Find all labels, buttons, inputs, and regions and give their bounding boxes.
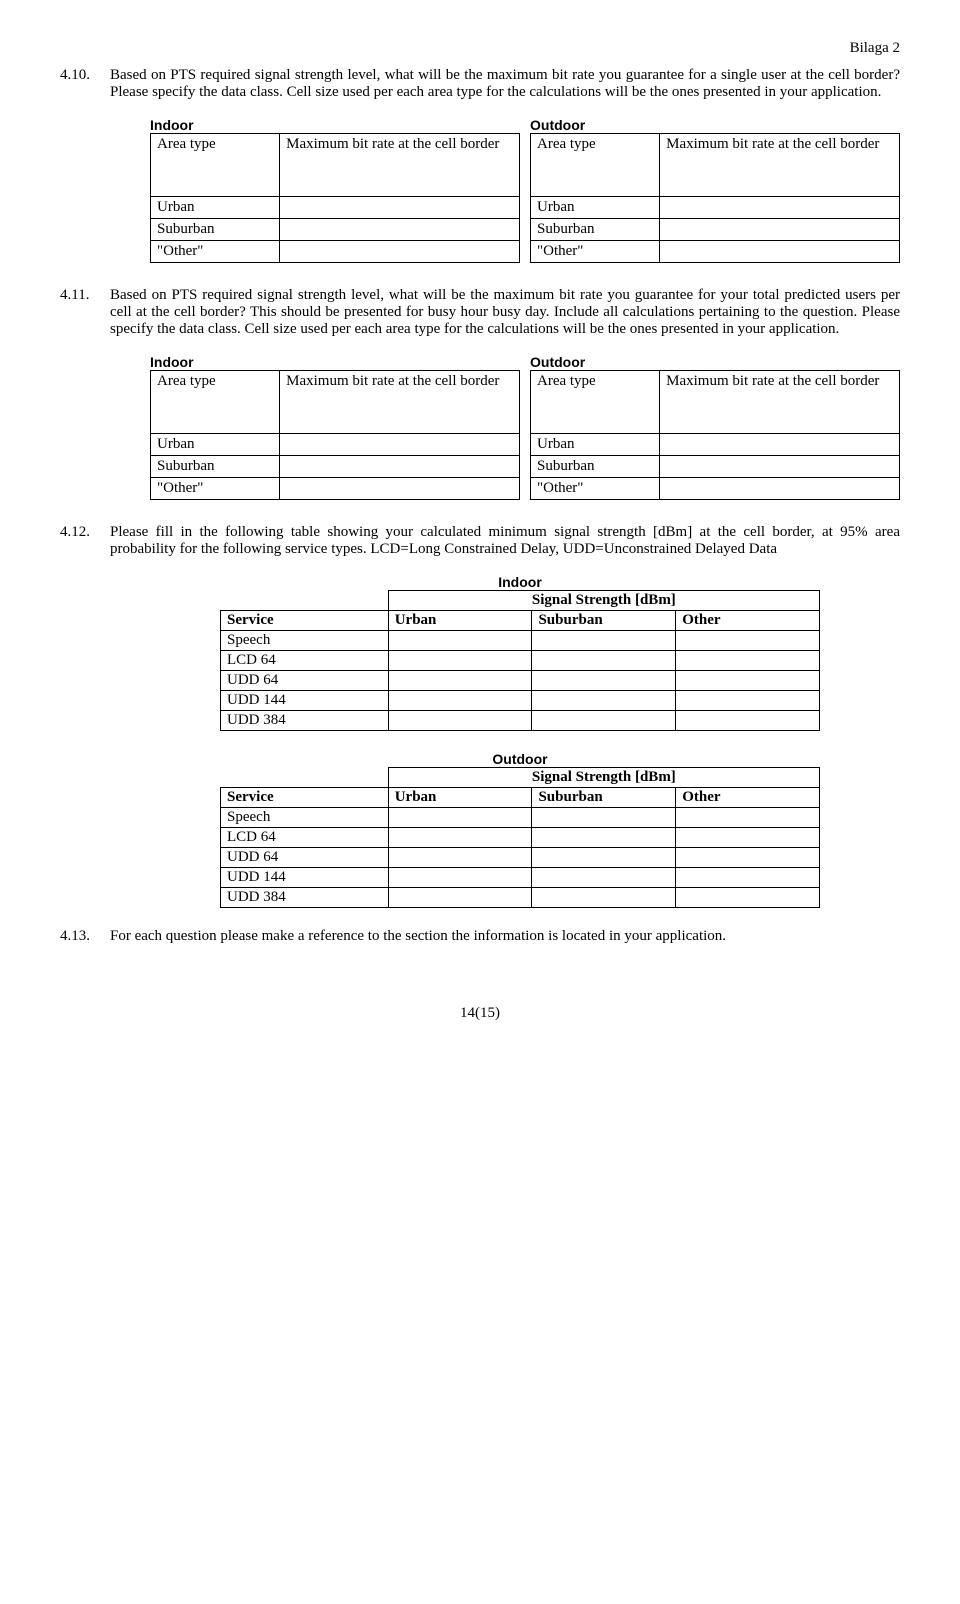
col-header: Urban — [388, 611, 532, 631]
outdoor-table: Area type Maximum bit rate at the cell b… — [530, 133, 900, 263]
col-header: Area type — [531, 371, 660, 434]
indoor-title: Indoor — [150, 354, 520, 370]
table-row: Suburban — [151, 219, 280, 241]
signal-indoor-title: Indoor — [220, 574, 820, 590]
question-number: 4.11. — [60, 287, 110, 304]
signal-outdoor-block: Outdoor Signal Strength [dBm] Service Ur… — [220, 751, 820, 908]
table-row: Speech — [221, 808, 389, 828]
table-row: Urban — [531, 434, 660, 456]
signal-outdoor-table: Signal Strength [dBm] Service Urban Subu… — [220, 767, 820, 908]
cell-empty — [221, 768, 389, 788]
question-4-11: 4.11. Based on PTS required signal stren… — [60, 287, 900, 338]
question-number: 4.13. — [60, 928, 110, 945]
col-header: Service — [221, 611, 389, 631]
question-text: Please fill in the following table showi… — [110, 524, 900, 558]
page-header-right: Bilaga 2 — [60, 40, 900, 57]
question-4-12: 4.12. Please fill in the following table… — [60, 524, 900, 558]
cell-empty — [280, 197, 520, 219]
table-row: "Other" — [531, 241, 660, 263]
outdoor-title: Outdoor — [530, 354, 900, 370]
table-row: "Other" — [151, 478, 280, 500]
question-text: For each question please make a referenc… — [110, 928, 900, 945]
cell-empty — [280, 219, 520, 241]
table-row: "Other" — [151, 241, 280, 263]
signal-outdoor-title: Outdoor — [220, 751, 820, 767]
signal-indoor-table: Signal Strength [dBm] Service Urban Subu… — [220, 590, 820, 731]
indoor-table: Area type Maximum bit rate at the cell b… — [150, 133, 520, 263]
col-header: Maximum bit rate at the cell border — [280, 371, 520, 434]
col-header: Urban — [388, 788, 532, 808]
table-row: Suburban — [151, 456, 280, 478]
outdoor-half: Outdoor Area type Maximum bit rate at th… — [530, 117, 900, 263]
col-header: Suburban — [532, 611, 676, 631]
table-row: UDD 144 — [221, 868, 389, 888]
table-row: UDD 144 — [221, 691, 389, 711]
question-4-10: 4.10. Based on PTS required signal stren… — [60, 67, 900, 101]
table-pair-1: Indoor Area type Maximum bit rate at the… — [150, 117, 900, 263]
table-row: UDD 384 — [221, 888, 389, 908]
col-header: Area type — [151, 134, 280, 197]
signal-indoor-block: Indoor Signal Strength [dBm] Service Urb… — [220, 574, 820, 731]
col-header: Maximum bit rate at the cell border — [660, 134, 900, 197]
col-header: Other — [676, 788, 820, 808]
outdoor-table: Area type Maximum bit rate at the cell b… — [530, 370, 900, 500]
outdoor-half: Outdoor Area type Maximum bit rate at th… — [530, 354, 900, 500]
table-row: LCD 64 — [221, 828, 389, 848]
indoor-title: Indoor — [150, 117, 520, 133]
table-row: Speech — [221, 631, 389, 651]
cell-empty — [280, 456, 520, 478]
cell-empty — [280, 478, 520, 500]
col-header: Area type — [531, 134, 660, 197]
cell-empty — [660, 197, 900, 219]
table-row: Suburban — [531, 456, 660, 478]
cell-empty — [280, 434, 520, 456]
cell-empty — [660, 478, 900, 500]
table-row: UDD 384 — [221, 711, 389, 731]
signal-span-header: Signal Strength [dBm] — [388, 591, 819, 611]
table-row: Urban — [151, 197, 280, 219]
indoor-half: Indoor Area type Maximum bit rate at the… — [150, 117, 520, 263]
table-pair-2: Indoor Area type Maximum bit rate at the… — [150, 354, 900, 500]
table-row: UDD 64 — [221, 671, 389, 691]
question-text: Based on PTS required signal strength le… — [110, 287, 900, 338]
indoor-table: Area type Maximum bit rate at the cell b… — [150, 370, 520, 500]
indoor-half: Indoor Area type Maximum bit rate at the… — [150, 354, 520, 500]
outdoor-title: Outdoor — [530, 117, 900, 133]
signal-span-header: Signal Strength [dBm] — [388, 768, 819, 788]
col-header: Suburban — [532, 788, 676, 808]
question-number: 4.12. — [60, 524, 110, 541]
cell-empty — [660, 456, 900, 478]
col-header: Maximum bit rate at the cell border — [660, 371, 900, 434]
table-row: Urban — [151, 434, 280, 456]
question-4-13: 4.13. For each question please make a re… — [60, 928, 900, 945]
table-row: "Other" — [531, 478, 660, 500]
cell-empty — [221, 591, 389, 611]
page-number: 14(15) — [60, 1005, 900, 1022]
cell-empty — [660, 434, 900, 456]
cell-empty — [660, 219, 900, 241]
table-row: Suburban — [531, 219, 660, 241]
col-header: Maximum bit rate at the cell border — [280, 134, 520, 197]
col-header: Other — [676, 611, 820, 631]
table-row: Urban — [531, 197, 660, 219]
table-row: UDD 64 — [221, 848, 389, 868]
cell-empty — [280, 241, 520, 263]
col-header: Area type — [151, 371, 280, 434]
question-number: 4.10. — [60, 67, 110, 84]
cell-empty — [660, 241, 900, 263]
col-header: Service — [221, 788, 389, 808]
table-row: LCD 64 — [221, 651, 389, 671]
question-text: Based on PTS required signal strength le… — [110, 67, 900, 101]
